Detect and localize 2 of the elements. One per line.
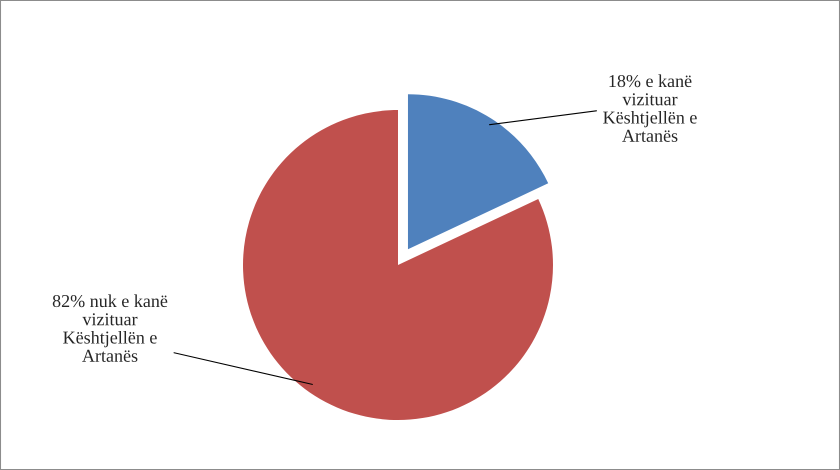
slice-label: 18% e kanë vizituar Kështjellën e Artanës	[603, 74, 697, 142]
slice-label: 82% nuk e kanë vizituar Kështjellën e Artanës	[52, 294, 168, 362]
